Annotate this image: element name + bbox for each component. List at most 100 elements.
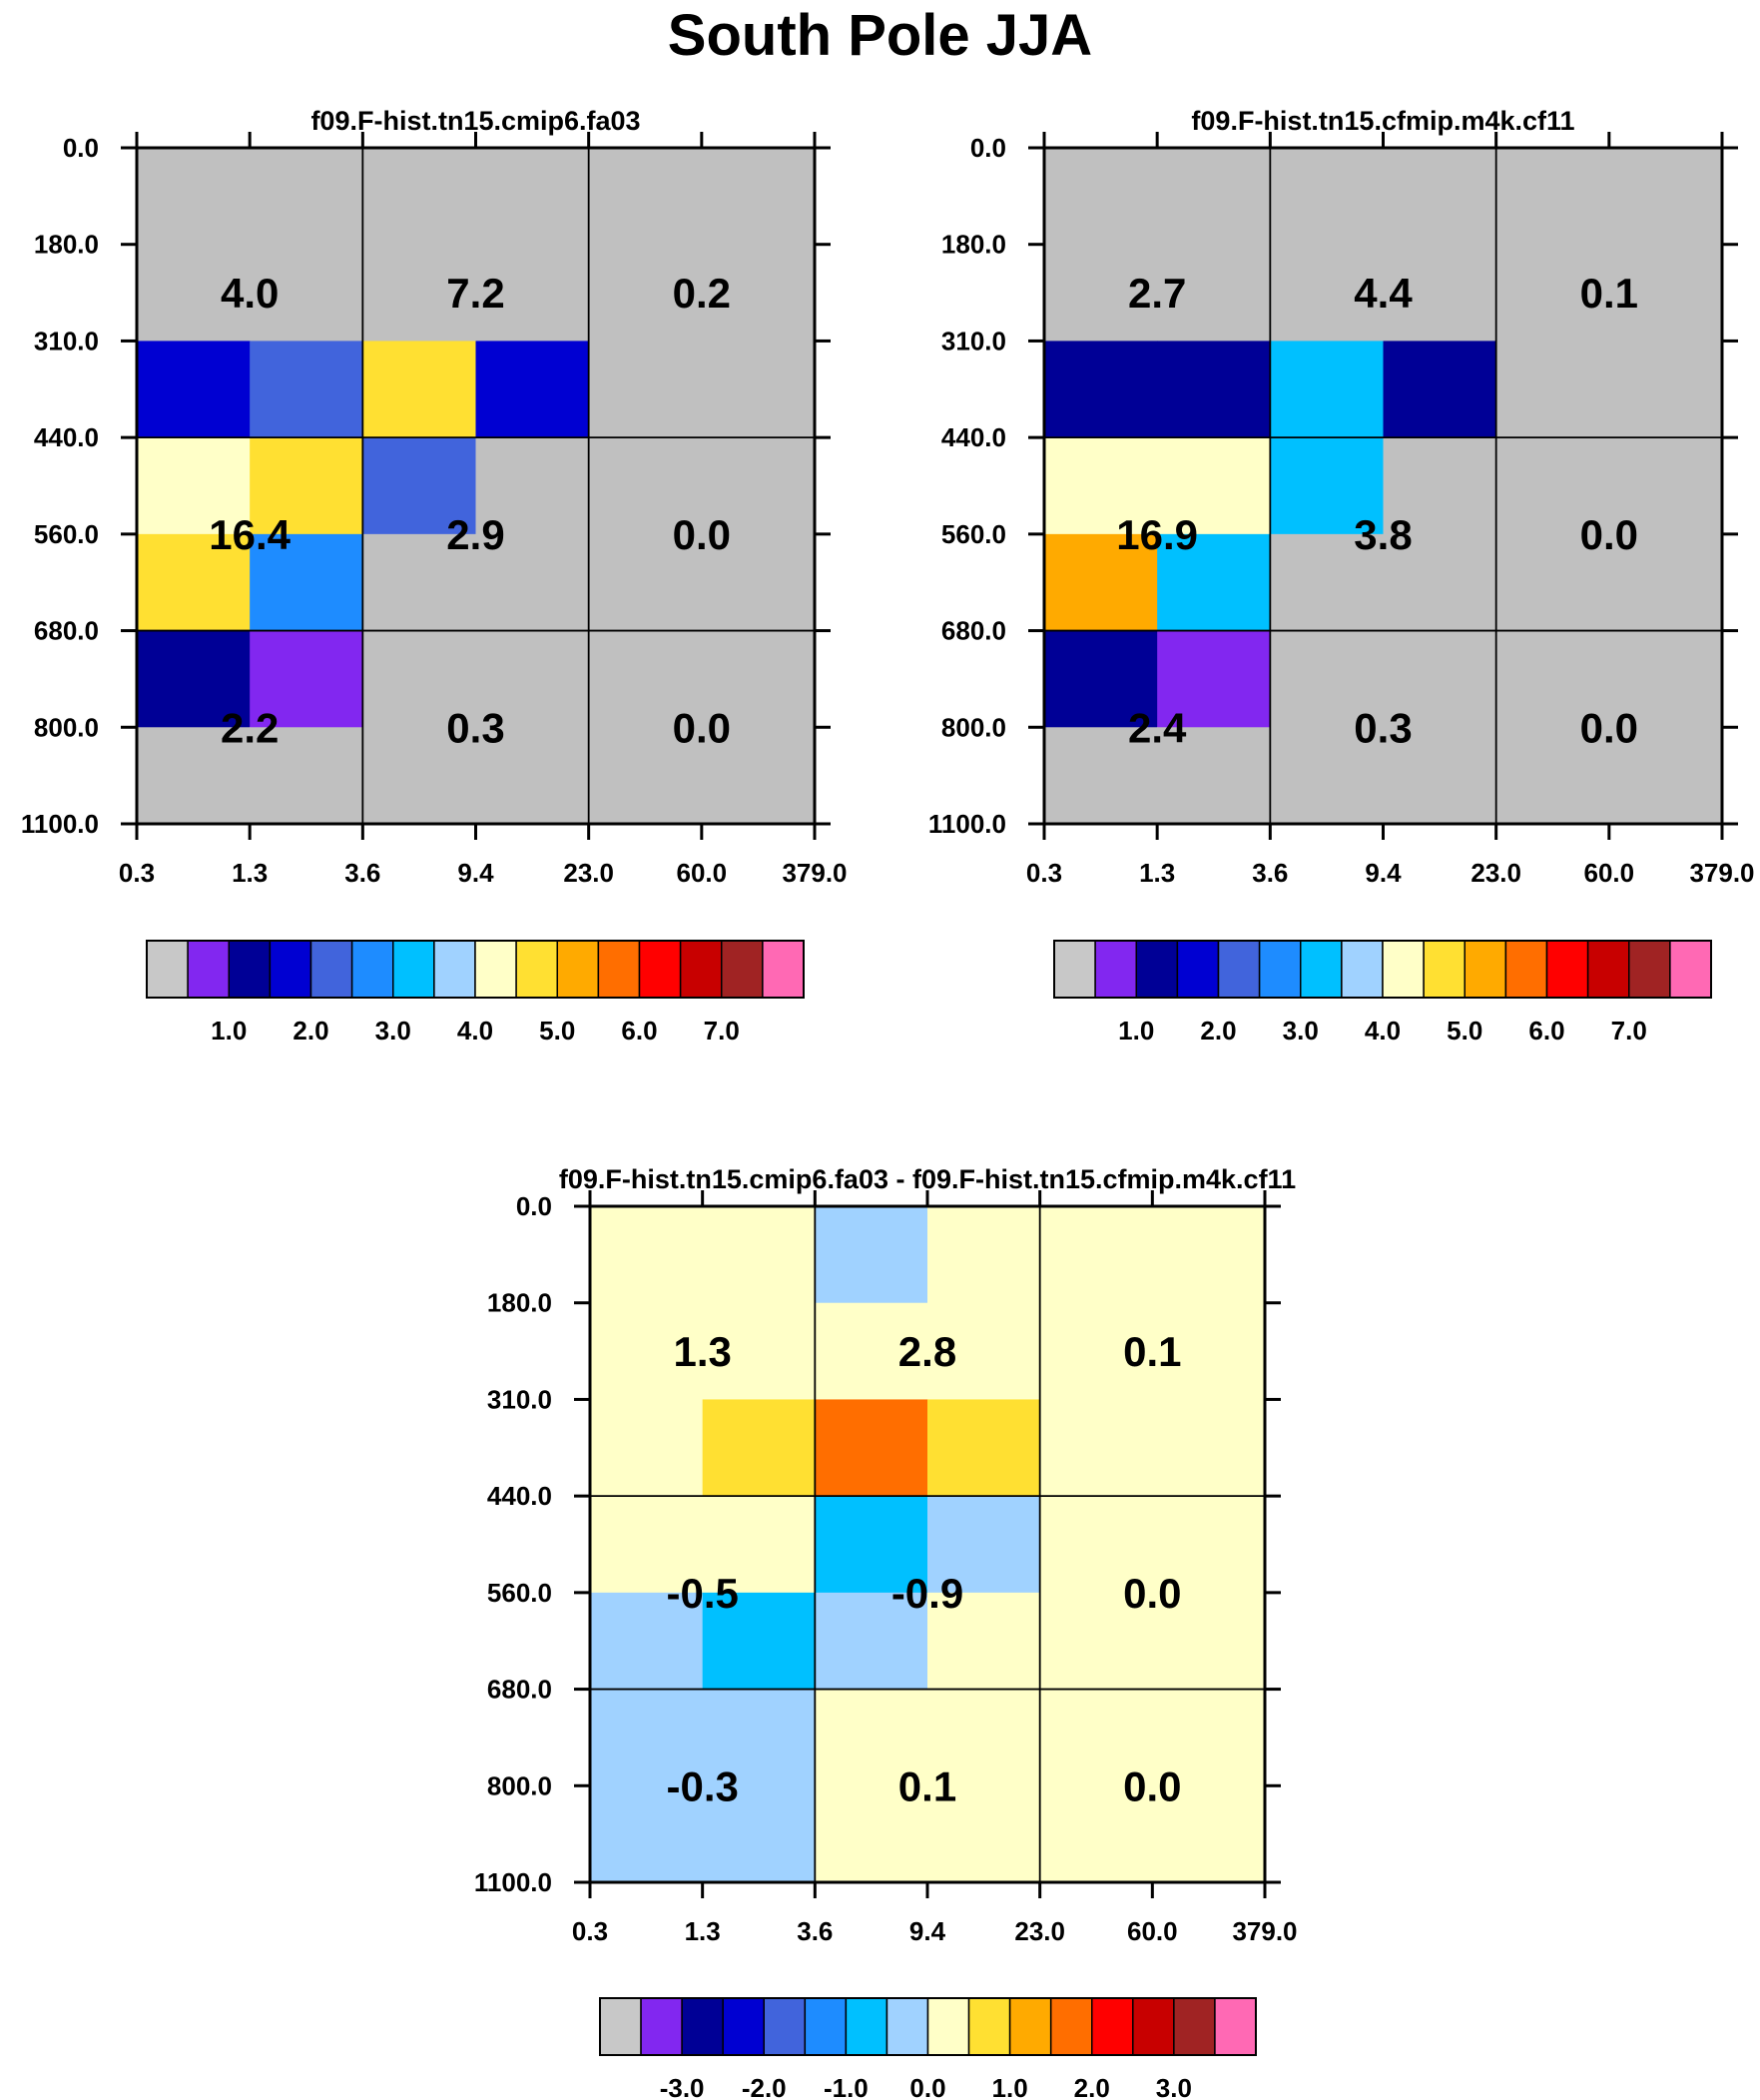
- heatmap-cell: [702, 1302, 816, 1401]
- colorbar-swatch: [1423, 940, 1466, 999]
- y-tick-label: 180.0: [487, 1288, 552, 1318]
- box-value: -0.5: [666, 1570, 738, 1617]
- box-value: 0.3: [1354, 704, 1412, 751]
- heatmap-cell: [588, 533, 703, 632]
- colorbar-swatch: [681, 1997, 724, 2056]
- heatmap-cell: [1157, 148, 1271, 246]
- heatmap-cell: [1044, 148, 1158, 246]
- heatmap-cell: [815, 1399, 928, 1497]
- y-tick-label: 680.0: [487, 1675, 552, 1705]
- heatmap-cell: [1044, 341, 1158, 438]
- y-tick-label: 1100.0: [474, 1867, 552, 1897]
- heatmap-cell: [250, 341, 363, 438]
- colorbar-swatch: [515, 940, 558, 999]
- heatmap-cell: [1495, 148, 1610, 246]
- y-tick-label: 1100.0: [928, 809, 1006, 839]
- heatmap-cell: [701, 727, 816, 825]
- x-tick-label: 1.3: [232, 858, 268, 888]
- heatmap-cell: [250, 630, 363, 728]
- box-value: 0.1: [1580, 270, 1638, 317]
- heatmap-cell: [588, 341, 703, 438]
- heatmap-cell: [250, 244, 363, 343]
- heatmap-cell: [250, 148, 363, 246]
- heatmap-cell: [1157, 244, 1271, 343]
- x-tick-label: 23.0: [1470, 858, 1521, 888]
- colorbar-swatch: [1504, 940, 1548, 999]
- heatmap-cell: [475, 341, 590, 438]
- heatmap-cell: [1270, 533, 1385, 632]
- heatmap-cell: [1383, 533, 1497, 632]
- panel-title: f09.F-hist.tn15.cmip6.fa03: [310, 106, 640, 136]
- heatmap-cell: [362, 630, 477, 728]
- x-tick-label: 1.3: [1139, 858, 1175, 888]
- heatmap-cell: [362, 148, 477, 246]
- colorbar-swatch: [599, 1997, 642, 2056]
- box-value: 0.0: [673, 511, 731, 558]
- heatmap-cell: [1157, 630, 1271, 728]
- heatmap-cell: [927, 1785, 1041, 1883]
- colorbar-swatch: [1135, 940, 1179, 999]
- heatmap-cell: [1044, 727, 1158, 825]
- x-tick-label: 23.0: [1014, 1916, 1065, 1946]
- colorbar-swatch: [1545, 940, 1589, 999]
- colorbar-swatch: [1669, 940, 1712, 999]
- y-tick-label: 180.0: [34, 230, 99, 260]
- box-value: 0.0: [1123, 1570, 1181, 1617]
- heatmap-cell: [1495, 533, 1610, 632]
- heatmap-cell: [1495, 341, 1610, 438]
- x-tick-label: 60.0: [677, 858, 728, 888]
- heatmap-cell: [1608, 148, 1723, 246]
- heatmap-cell: [1152, 1399, 1266, 1497]
- heatmap-cell: [1383, 341, 1497, 438]
- colorbar-swatch: [350, 940, 394, 999]
- heatmap-cell: [1495, 244, 1610, 343]
- heatmap-cell: [1152, 1689, 1266, 1786]
- colorbar-swatch: [1464, 940, 1507, 999]
- heatmap-cell: [1495, 437, 1610, 535]
- heatmap-cell: [137, 437, 251, 535]
- colorbar-swatch: [1382, 940, 1425, 999]
- y-tick-label: 440.0: [34, 422, 99, 452]
- heatmap-cell: [1157, 533, 1271, 632]
- y-tick-label: 800.0: [487, 1770, 552, 1800]
- colorbar-label: 2.0: [1074, 2073, 1110, 2100]
- colorbar-swatch: [762, 940, 805, 999]
- heatmap-cell: [590, 1689, 704, 1786]
- colorbar-label: -2.0: [742, 2073, 787, 2100]
- colorbar-swatch: [1008, 1997, 1052, 2056]
- heatmap-cell: [701, 437, 816, 535]
- x-tick-label: 3.6: [1252, 858, 1288, 888]
- heatmap-cell: [475, 437, 590, 535]
- box-value: 2.9: [446, 511, 504, 558]
- heatmap-cell: [590, 1302, 704, 1401]
- heatmap-cell: [590, 1785, 704, 1883]
- heatmap-cell: [815, 1592, 928, 1691]
- y-tick-label: 310.0: [941, 326, 1006, 355]
- colorbar-swatch: [474, 940, 517, 999]
- heatmap-cell: [362, 437, 477, 535]
- heatmap-cell: [588, 727, 703, 825]
- box-value: 4.0: [221, 270, 279, 317]
- x-tick-label: 9.4: [1365, 858, 1402, 888]
- panel-title: f09.F-hist.tn15.cmip6.fa03 - f09.F-hist.…: [559, 1164, 1296, 1194]
- heatmap-cell: [1270, 437, 1385, 535]
- box-value: 0.0: [1123, 1762, 1181, 1809]
- colorbar-swatch: [1628, 940, 1671, 999]
- heatmap-cell: [137, 727, 251, 825]
- heatmap-cell: [701, 341, 816, 438]
- heatmap-cell: [702, 1785, 816, 1883]
- y-tick-label: 310.0: [487, 1384, 552, 1414]
- box-value: 2.4: [1128, 704, 1187, 751]
- heatmap-cell: [588, 244, 703, 343]
- heatmap-cell: [590, 1206, 704, 1304]
- colorbar-label: 6.0: [621, 1016, 657, 1046]
- page-title: South Pole JJA: [667, 3, 1093, 68]
- heatmap-cell: [1270, 727, 1385, 825]
- colorbar-label: 7.0: [1611, 1016, 1647, 1046]
- colorbar-label: 1.0: [211, 1016, 247, 1046]
- heatmap-cell: [1383, 727, 1497, 825]
- y-tick-label: 1100.0: [21, 809, 99, 839]
- box-value: 7.2: [446, 270, 504, 317]
- colorbar-label: 4.0: [457, 1016, 493, 1046]
- x-tick-label: 379.0: [782, 858, 847, 888]
